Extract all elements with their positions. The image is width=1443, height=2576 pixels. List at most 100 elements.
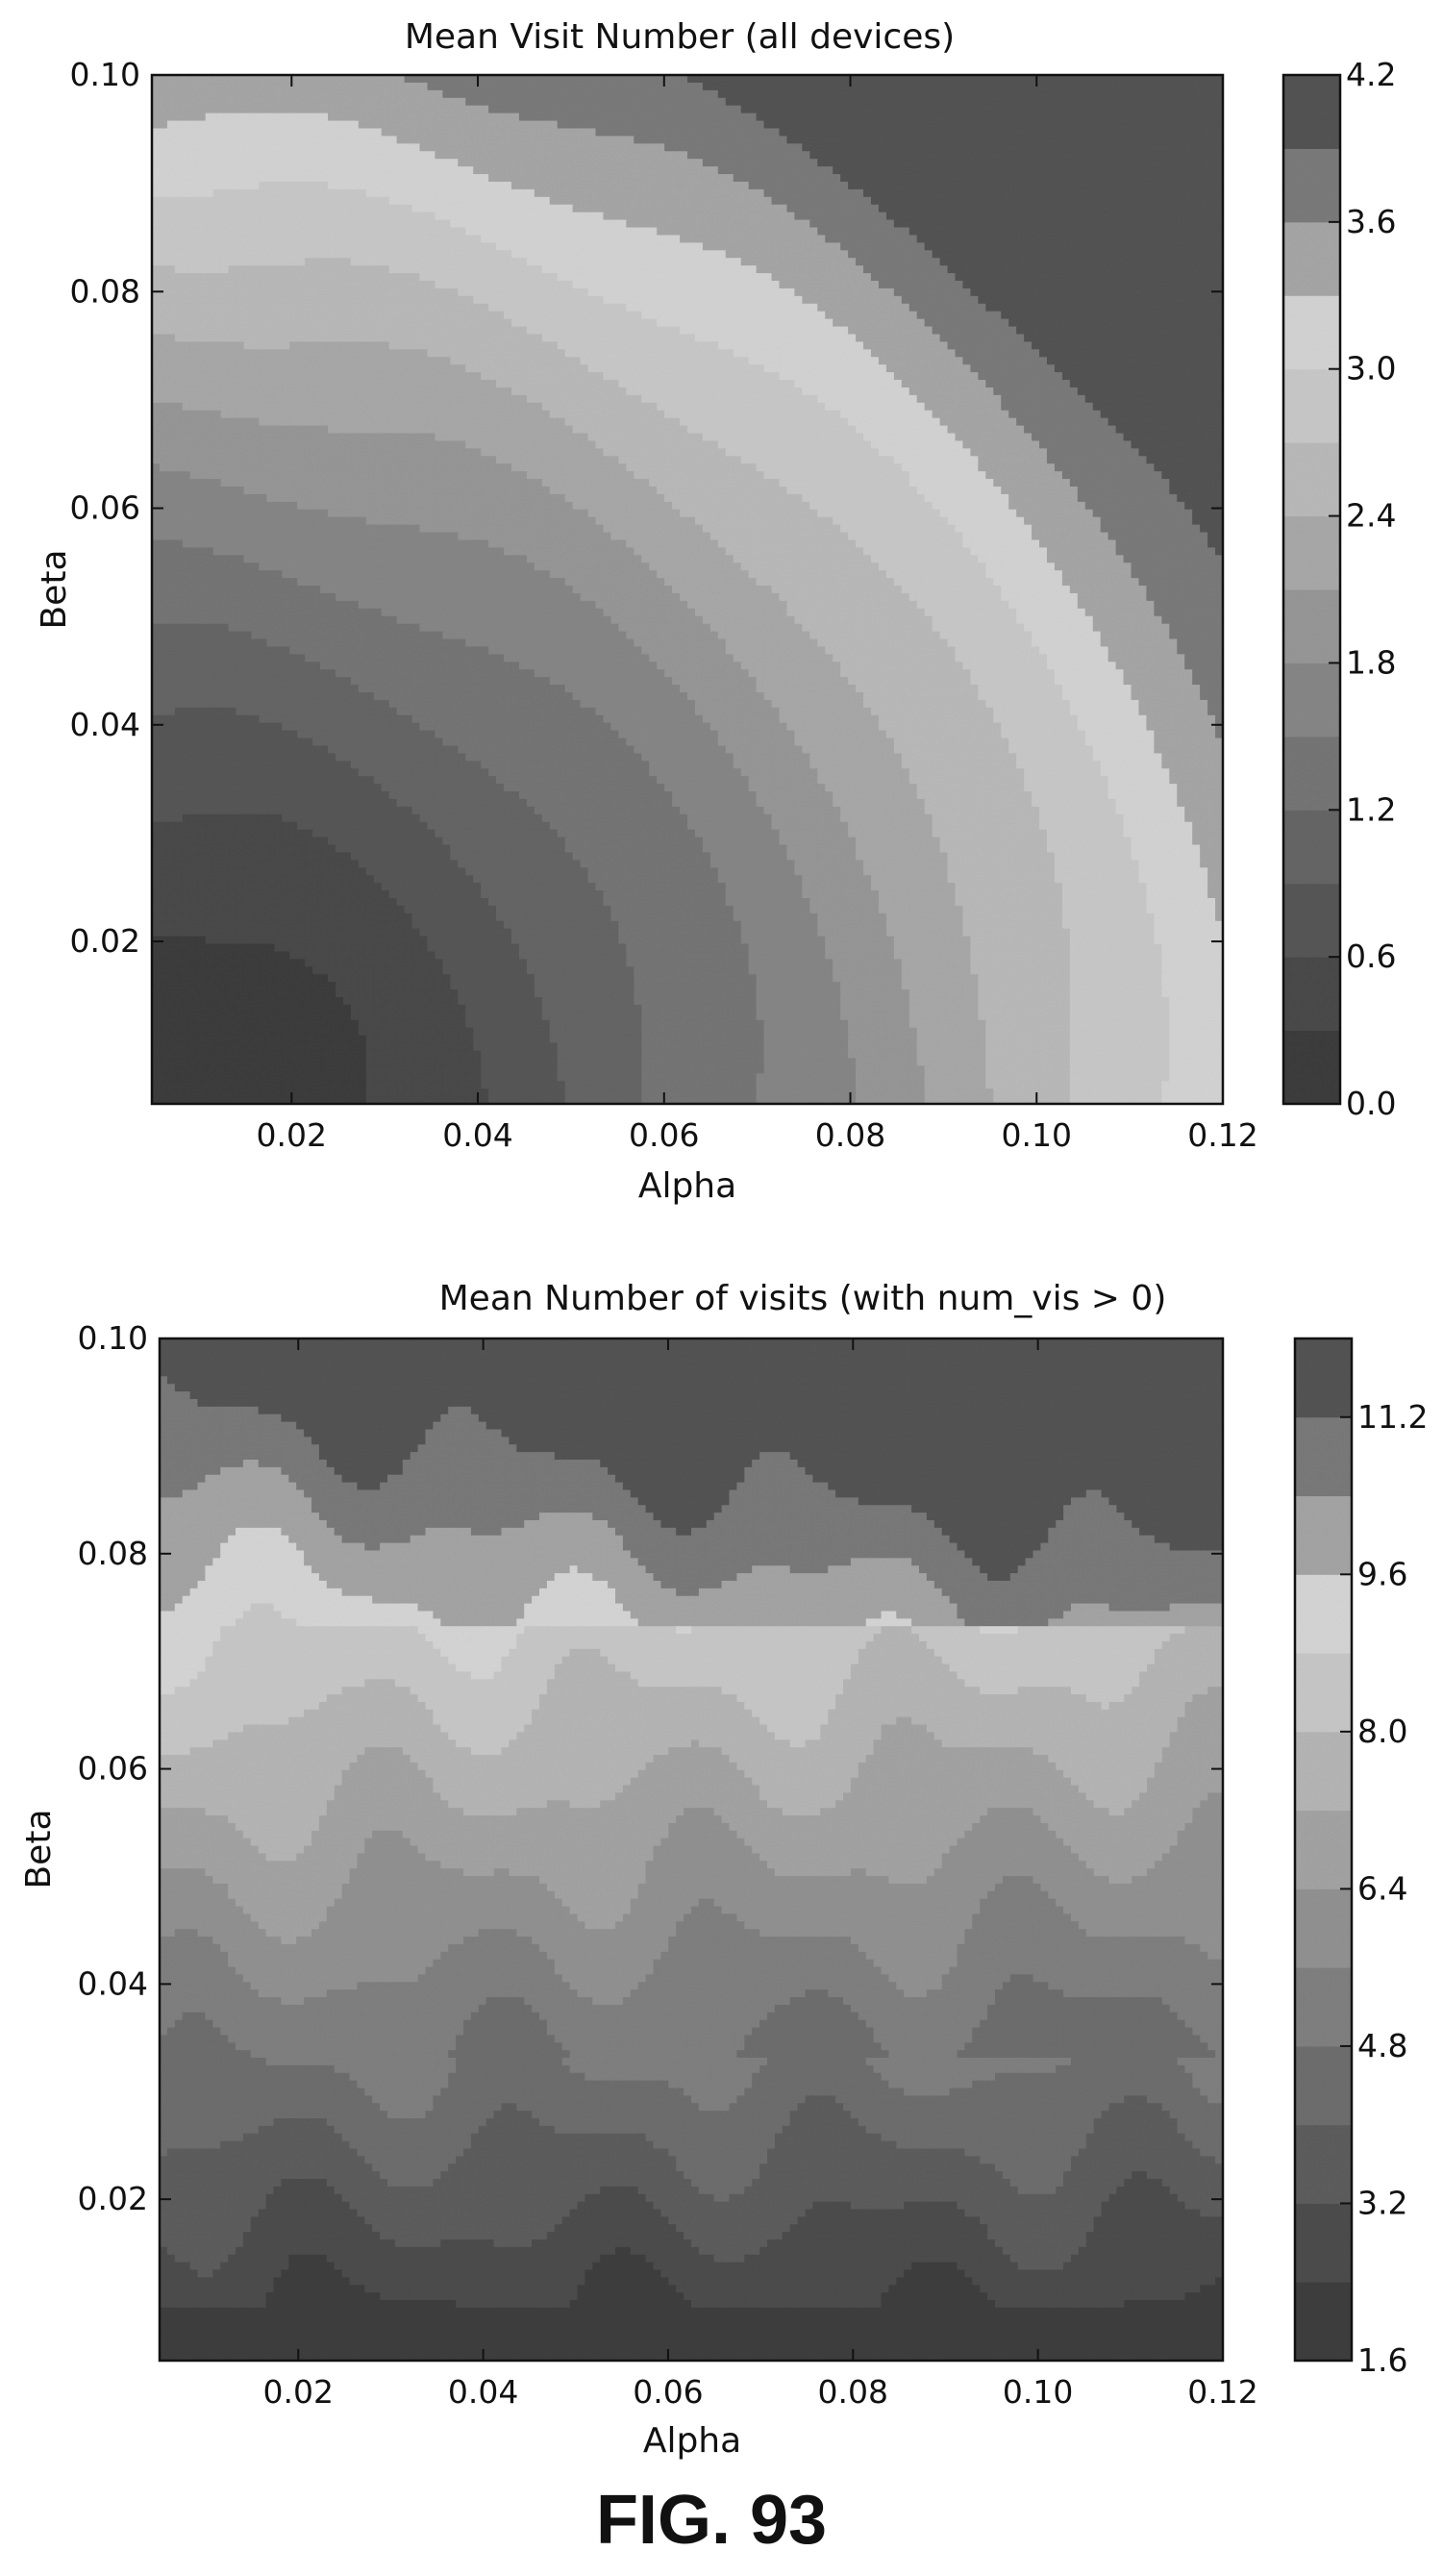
contour-cell	[695, 113, 704, 122]
contour-cell	[840, 258, 849, 266]
contour-cell	[496, 250, 505, 259]
contour-cell	[243, 151, 252, 160]
contour-cell	[634, 189, 642, 198]
contour-cell	[786, 235, 795, 243]
contour-cell	[1001, 166, 1009, 175]
contour-cell	[573, 136, 582, 144]
contour-cell	[206, 197, 214, 206]
contour-cell	[504, 166, 512, 175]
contour-cell	[695, 90, 704, 99]
contour-cell	[420, 113, 429, 122]
contour-cell	[993, 250, 1002, 259]
contour-cell	[266, 273, 275, 282]
contour-cell	[206, 98, 214, 107]
contour-cell	[259, 182, 267, 190]
contour-cell	[1132, 151, 1140, 160]
contour-cell	[1078, 197, 1086, 206]
contour-cell	[221, 136, 230, 144]
contour-cell	[1200, 205, 1208, 213]
contour-cell	[940, 182, 949, 190]
contour-cell	[359, 205, 367, 213]
contour-cell	[618, 205, 627, 213]
contour-cell	[772, 106, 781, 114]
contour-cell	[251, 220, 260, 229]
contour-cell	[657, 113, 665, 122]
contour-cell	[1024, 106, 1032, 114]
contour-cell	[970, 143, 979, 152]
contour-cell	[772, 205, 781, 213]
contour-cell	[1184, 151, 1193, 160]
contour-cell	[917, 75, 926, 84]
contour-cell	[374, 174, 383, 183]
contour-cell	[389, 121, 398, 130]
contour-cell	[488, 250, 497, 259]
contour-cell	[435, 136, 443, 144]
contour-cell	[641, 159, 650, 167]
contour-cell	[581, 98, 589, 107]
contour-cell	[312, 75, 321, 84]
contour-cell	[1047, 98, 1056, 107]
contour-cell	[289, 205, 298, 213]
contour-cell	[183, 83, 191, 91]
contour-cell	[1184, 242, 1193, 251]
contour-cell	[1169, 213, 1178, 221]
contour-cell	[886, 151, 895, 160]
contour-cell	[772, 228, 781, 237]
contour-cell	[496, 121, 505, 130]
contour-cell	[1184, 189, 1193, 198]
contour-cell	[581, 182, 589, 190]
contour-cell	[956, 182, 964, 190]
contour-cell	[1116, 143, 1125, 152]
contour-cell	[336, 113, 344, 122]
contour-cell	[1039, 174, 1048, 183]
contour-cell	[1016, 205, 1025, 213]
contour-cell	[833, 265, 841, 274]
contour-cell	[940, 151, 949, 160]
contour-cell	[458, 182, 466, 190]
contour-cell	[213, 143, 222, 152]
contour-cell	[710, 197, 719, 206]
contour-cell	[933, 159, 941, 167]
contour-cell	[588, 159, 597, 167]
contour-cell	[894, 75, 903, 84]
contour-cell	[779, 151, 787, 160]
contour-cell	[809, 182, 818, 190]
contour-cell	[527, 250, 535, 259]
contour-cell	[886, 205, 895, 213]
contour-cell	[274, 174, 283, 183]
contour-cell	[1138, 128, 1147, 137]
contour-cell	[1093, 220, 1102, 229]
contour-cell	[1055, 121, 1063, 130]
contour-cell	[817, 166, 826, 175]
contour-cell	[243, 242, 252, 251]
contour-cell	[1032, 106, 1040, 114]
contour-cell	[435, 143, 443, 152]
contour-cell	[389, 128, 398, 137]
contour-cell	[183, 136, 191, 144]
contour-cell	[473, 258, 482, 266]
contour-cell	[1177, 197, 1185, 206]
contour-cell	[726, 159, 734, 167]
contour-cell	[1146, 121, 1155, 130]
contour-cell	[305, 143, 313, 152]
contour-cell	[435, 151, 443, 160]
contour-cell	[1024, 159, 1032, 167]
contour-cell	[359, 242, 367, 251]
contour-cell	[840, 136, 849, 144]
contour-cell	[1024, 166, 1032, 175]
contour-cell	[902, 98, 910, 107]
contour-cell	[190, 143, 199, 152]
contour-cell	[1116, 106, 1125, 114]
contour-cell	[236, 273, 245, 282]
contour-cell	[266, 151, 275, 160]
contour-cell	[511, 83, 520, 91]
contour-cell	[1200, 166, 1208, 175]
contour-cell	[374, 151, 383, 160]
contour-cell	[833, 121, 841, 130]
contour-cell	[420, 143, 429, 152]
contour-cell	[366, 242, 375, 251]
contour-cell	[558, 83, 566, 91]
contour-cell	[243, 228, 252, 237]
contour-cell	[420, 197, 429, 206]
contour-cell	[956, 166, 964, 175]
